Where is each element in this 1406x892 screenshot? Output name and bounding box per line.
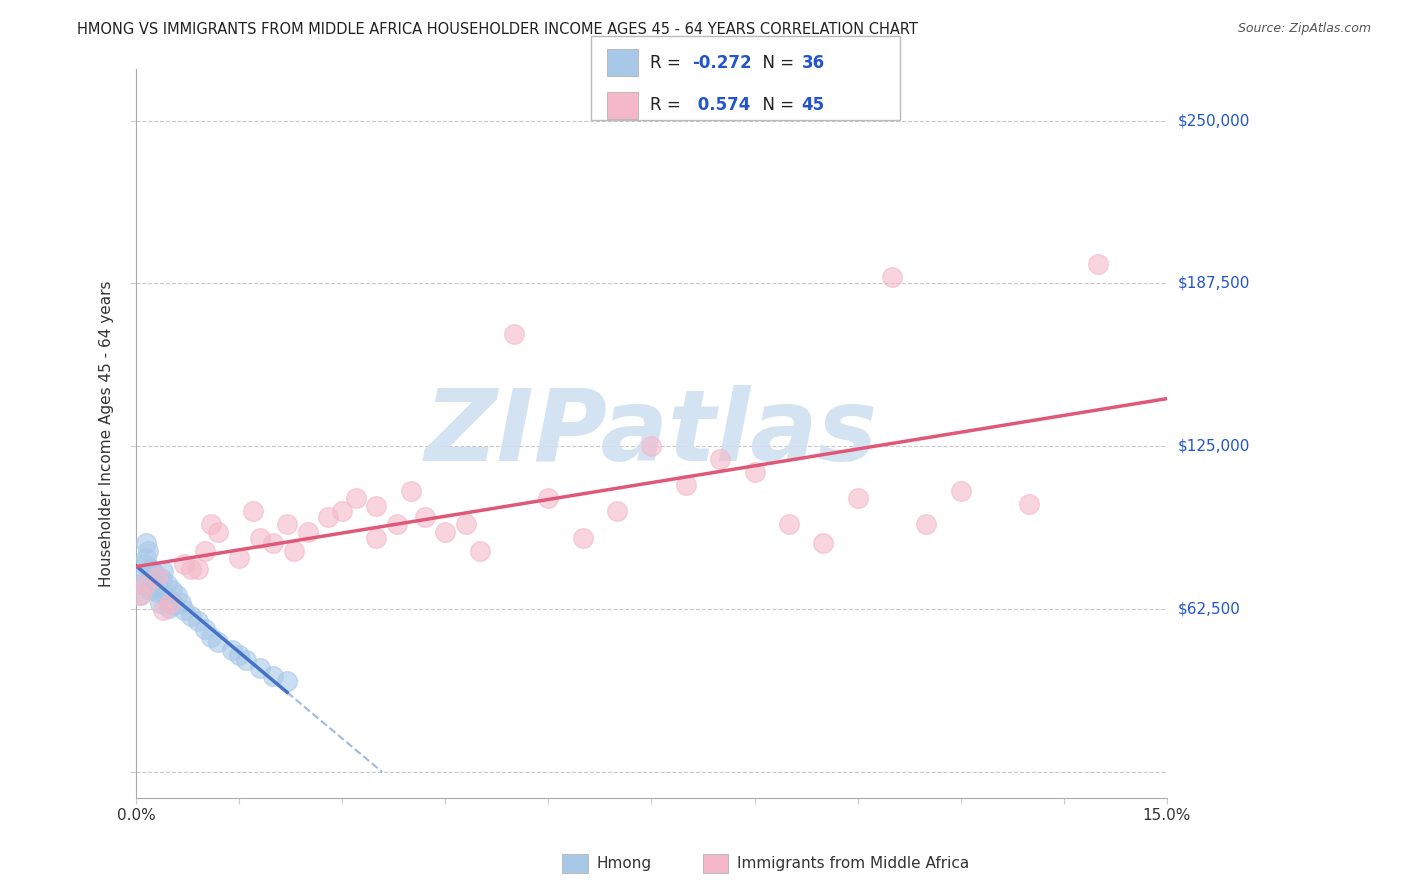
Point [242, 504, 264, 518]
Point [915, 517, 938, 532]
Text: 45: 45 [801, 96, 824, 114]
Point [1087, 257, 1109, 271]
Point [366, 500, 388, 514]
Point [571, 531, 593, 545]
Point [235, 653, 257, 667]
Y-axis label: Householder Income Ages 45 - 64 years: Householder Income Ages 45 - 64 years [100, 280, 114, 587]
Point [846, 491, 869, 506]
Point [166, 588, 188, 602]
Point [606, 504, 628, 518]
Point [454, 517, 477, 532]
Point [221, 642, 243, 657]
Point [152, 603, 174, 617]
Point [135, 551, 157, 566]
Point [778, 517, 800, 532]
Point [149, 596, 172, 610]
Point [138, 582, 160, 597]
Text: 36: 36 [801, 54, 824, 71]
Point [180, 562, 202, 576]
Point [180, 608, 202, 623]
Point [200, 517, 222, 532]
Point [344, 491, 367, 506]
Point [813, 535, 835, 549]
Point [413, 509, 436, 524]
Point [468, 543, 491, 558]
Point [135, 577, 157, 591]
Point [132, 569, 155, 583]
Point [1018, 497, 1040, 511]
Point [194, 543, 217, 558]
Point [187, 614, 209, 628]
Point [283, 543, 305, 558]
Point [145, 585, 167, 599]
Point [200, 630, 222, 644]
Text: N =: N = [752, 96, 800, 114]
Point [744, 466, 766, 480]
Point [131, 577, 153, 591]
Text: $187,500: $187,500 [1178, 276, 1250, 291]
Point [434, 525, 457, 540]
Point [128, 588, 150, 602]
Text: N =: N = [752, 54, 800, 71]
Point [503, 327, 526, 342]
Text: $62,500: $62,500 [1178, 602, 1241, 616]
Point [366, 531, 388, 545]
Point [399, 483, 422, 498]
Point [160, 582, 183, 597]
Point [150, 572, 173, 586]
Point [262, 535, 284, 549]
Point [187, 562, 209, 576]
Point [207, 525, 229, 540]
Point [135, 535, 157, 549]
Text: Immigrants from Middle Africa: Immigrants from Middle Africa [737, 856, 969, 871]
Point [142, 574, 165, 589]
Point [159, 593, 181, 607]
Point [949, 483, 972, 498]
Point [880, 269, 903, 284]
Point [194, 622, 217, 636]
Point [157, 600, 180, 615]
Point [146, 580, 169, 594]
Text: HMONG VS IMMIGRANTS FROM MIDDLE AFRICA HOUSEHOLDER INCOME AGES 45 - 64 YEARS COR: HMONG VS IMMIGRANTS FROM MIDDLE AFRICA H… [77, 22, 918, 37]
Point [169, 596, 191, 610]
Point [228, 551, 250, 566]
Point [276, 517, 298, 532]
Point [249, 531, 271, 545]
Point [136, 543, 159, 558]
Point [134, 557, 156, 571]
Point [143, 566, 166, 581]
Point [330, 504, 353, 518]
Point [709, 452, 731, 467]
Text: R =: R = [650, 96, 686, 114]
Point [152, 565, 174, 579]
Point [640, 439, 662, 453]
Text: R =: R = [650, 54, 686, 71]
Point [675, 478, 697, 492]
Text: $250,000: $250,000 [1178, 113, 1250, 128]
Point [159, 596, 181, 610]
Text: $125,000: $125,000 [1178, 439, 1250, 454]
Point [163, 599, 186, 613]
Point [207, 634, 229, 648]
Point [228, 648, 250, 662]
Point [276, 673, 298, 688]
Point [139, 562, 162, 576]
Text: 0.574: 0.574 [692, 96, 751, 114]
Point [173, 557, 195, 571]
Point [145, 569, 167, 583]
Point [318, 509, 340, 524]
Point [385, 517, 408, 532]
Text: Hmong: Hmong [596, 856, 651, 871]
Point [156, 577, 179, 591]
Point [131, 588, 153, 602]
Point [537, 491, 560, 506]
Text: -0.272: -0.272 [692, 54, 751, 71]
Point [153, 588, 176, 602]
Point [297, 525, 319, 540]
Point [249, 661, 271, 675]
Point [262, 668, 284, 682]
Text: ZIPatlas: ZIPatlas [425, 384, 877, 482]
Text: Source: ZipAtlas.com: Source: ZipAtlas.com [1237, 22, 1371, 36]
Point [173, 603, 195, 617]
